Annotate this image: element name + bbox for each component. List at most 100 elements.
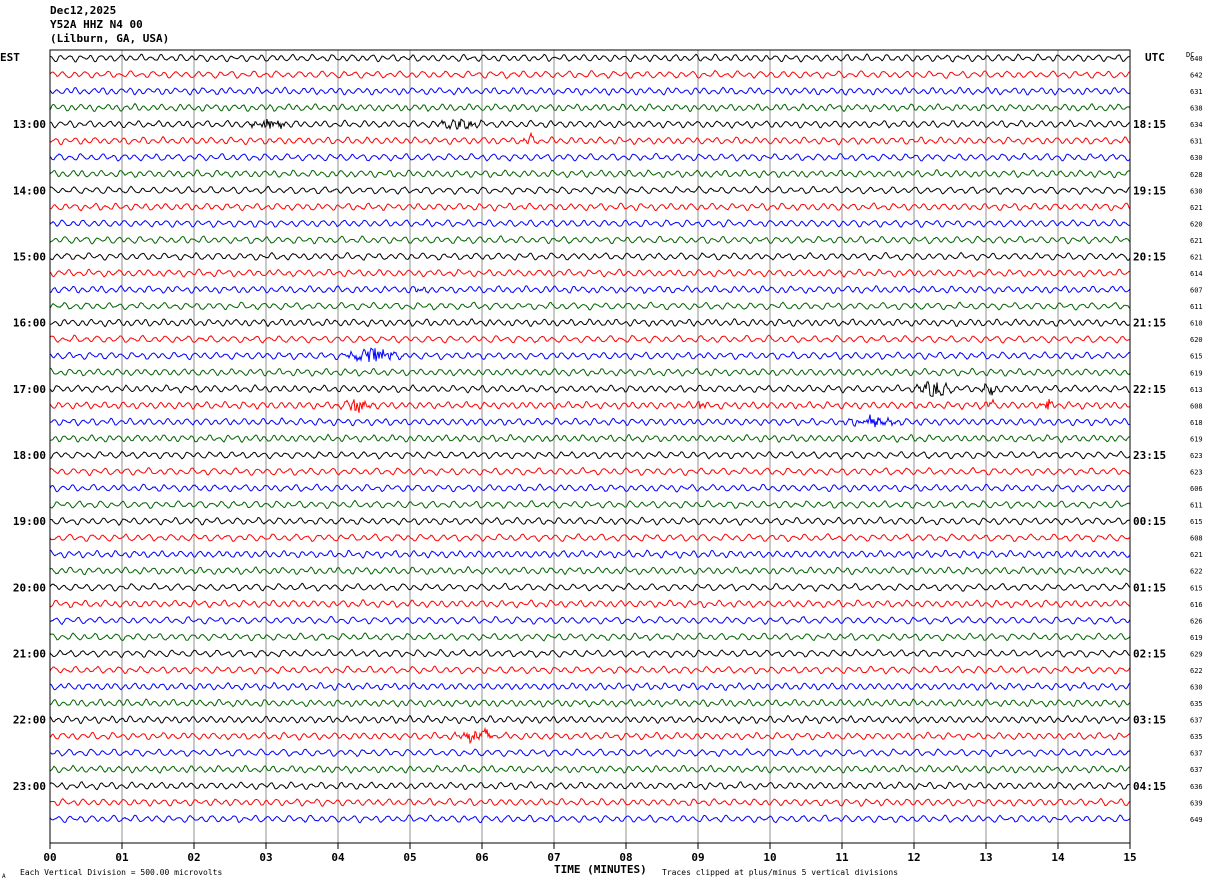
utc-time-label: 18:15: [1133, 118, 1166, 131]
trace-42: [50, 747, 1131, 758]
est-time-label: 19:00: [13, 515, 46, 528]
dc-value: 616: [1190, 601, 1203, 609]
utc-axis-title: UTC: [1145, 51, 1165, 64]
dc-axis-title: DC: [1186, 51, 1194, 59]
trace-15: [49, 301, 1131, 311]
dc-value: 618: [1190, 419, 1203, 427]
trace-21: [49, 398, 1131, 413]
trace-32: [49, 582, 1131, 593]
trace-44: [49, 780, 1131, 791]
dc-value: 622: [1190, 667, 1203, 675]
trace-26: [49, 483, 1131, 493]
dc-value: 649: [1190, 816, 1203, 824]
utc-time-label: 02:15: [1133, 647, 1166, 660]
dc-value: 623: [1190, 452, 1203, 460]
dc-value: 621: [1190, 551, 1203, 559]
dc-value: 620: [1190, 220, 1203, 228]
trace-17: [49, 334, 1131, 344]
est-time-label: 22:00: [13, 714, 46, 727]
est-time-label: 15:00: [13, 250, 46, 263]
trace-28: [49, 516, 1131, 526]
plot-frame: [49, 49, 1131, 844]
est-time-label: 17:00: [13, 383, 46, 396]
trace-34: [49, 615, 1131, 626]
dc-value: 608: [1190, 535, 1203, 543]
trace-43: [49, 764, 1131, 774]
trace-41: [49, 726, 1131, 745]
dc-value: 607: [1190, 287, 1203, 295]
dc-value: 613: [1190, 386, 1203, 394]
trace-29: [49, 533, 1131, 543]
dc-value: 621: [1190, 253, 1203, 261]
dc-value: 619: [1190, 634, 1203, 642]
utc-time-label: 00:15: [1133, 515, 1166, 528]
trace-4: [49, 118, 1130, 131]
dc-value: 635: [1190, 733, 1203, 741]
station-label: Y52A HHZ N4 00: [50, 18, 143, 31]
dc-value: 611: [1190, 303, 1203, 311]
dc-value: 615: [1190, 584, 1203, 592]
trace-38: [49, 681, 1131, 692]
x-tick-label: 06: [475, 851, 489, 864]
dc-value: 629: [1190, 650, 1203, 658]
trace-11: [49, 235, 1131, 245]
x-tick-label: 15: [1123, 851, 1136, 864]
utc-time-labels: 18:15 19:15 20:15 21:15 22:15 23:15 00:15 01:15…: [1133, 118, 1166, 793]
x-tick-label: 03: [259, 851, 272, 864]
dc-value: 631: [1190, 138, 1203, 146]
x-tick-label: 07: [547, 851, 560, 864]
dc-value: 619: [1190, 369, 1203, 377]
dc-value: 640: [1190, 55, 1203, 63]
x-tick-label: 12: [907, 851, 920, 864]
dc-value: 615: [1190, 518, 1203, 526]
dc-value: 631: [1190, 88, 1203, 96]
dc-value: 619: [1190, 435, 1203, 443]
trace-7: [49, 169, 1130, 179]
x-tick-label: 10: [763, 851, 776, 864]
dc-value: 611: [1190, 502, 1203, 510]
dc-value: 639: [1190, 799, 1203, 807]
dc-value: 637: [1190, 750, 1203, 758]
trace-46: [49, 814, 1131, 824]
clip-note: Traces clipped at plus/minus 5 vertical …: [662, 868, 899, 877]
dc-value: 622: [1190, 568, 1203, 576]
trace-33: [49, 599, 1131, 609]
utc-time-label: 03:15: [1133, 714, 1166, 727]
trace-8: [49, 185, 1131, 196]
x-tick-label: 00: [43, 851, 56, 864]
utc-time-label: 04:15: [1133, 780, 1166, 793]
trace-group: [49, 53, 1131, 824]
dc-value: 606: [1190, 485, 1203, 493]
trace-37: [49, 665, 1131, 675]
trace-6: [49, 152, 1131, 162]
station-header: Dec12,2025 Y52A HHZ N4 00 (Lilburn, GA, …: [50, 4, 169, 46]
trace-16: [49, 318, 1131, 328]
dc-value: 614: [1190, 270, 1203, 278]
est-time-label: 23:00: [13, 780, 46, 793]
est-time-label: 20:00: [13, 581, 46, 594]
x-tick-label: 11: [835, 851, 849, 864]
dc-value: 626: [1190, 617, 1203, 625]
trace-27: [49, 499, 1131, 510]
x-tick-label: 02: [187, 851, 200, 864]
dc-value: 642: [1190, 72, 1203, 80]
est-time-label: 16:00: [13, 317, 46, 330]
trace-23: [49, 433, 1130, 444]
dc-value: 634: [1190, 121, 1203, 129]
dc-value: 635: [1190, 700, 1203, 708]
trace-39: [49, 698, 1131, 708]
trace-19: [49, 367, 1131, 377]
dc-value-labels: 640 642 631 638 634 631 630 628 630 621 620 621 621 6…: [1190, 55, 1203, 824]
utc-time-label: 19:15: [1133, 184, 1166, 197]
dc-value: 630: [1190, 187, 1203, 195]
dc-value: 621: [1190, 204, 1203, 212]
trace-12: [49, 251, 1131, 261]
utc-time-label: 20:15: [1133, 250, 1166, 263]
x-tick-label: 13: [979, 851, 992, 864]
trace-22: [49, 414, 1131, 428]
dc-value: 637: [1190, 717, 1203, 725]
trace-40: [49, 714, 1131, 725]
trace-36: [49, 648, 1131, 659]
trace-2: [49, 86, 1131, 96]
